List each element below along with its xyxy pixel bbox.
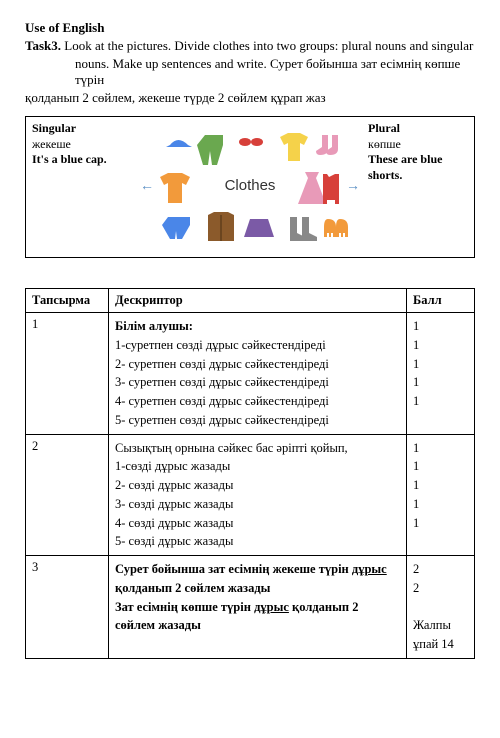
section-heading: Use of English <box>25 20 475 36</box>
score-line: 1 <box>413 439 468 458</box>
score-line: 1 <box>413 514 468 533</box>
clothes-label: Clothes <box>225 177 276 194</box>
task-text-1: Look at the pictures. Divide clothes int… <box>64 38 473 53</box>
task-num-2: 2 <box>26 434 109 556</box>
clothes-illustration: ← Clothes <box>138 117 362 257</box>
scores-2: 1 1 1 1 1 <box>407 434 475 556</box>
score-line: 1 <box>413 476 468 495</box>
task-num-3: 3 <box>26 556 109 659</box>
table-row: 3 Сурет бойынша зат есімнің жекеше түрін… <box>26 556 475 659</box>
desc-line: 5- сөзді дұрыс жазады <box>115 532 400 551</box>
score-line: 1 <box>413 355 468 374</box>
desc-line: 1-сөзді дұрыс жазады <box>115 457 400 476</box>
clothes-box: Singular жекеше It's a blue cap. ← Cloth… <box>25 116 475 258</box>
score-line: 1 <box>413 392 468 411</box>
task-text-2: nouns. Make up sentences and write. Суре… <box>25 56 475 88</box>
desc-line: 3- сөзді дұрыс жазады <box>115 495 400 514</box>
header-desc: Дескриптор <box>109 289 407 313</box>
desc-1: Білім алушы: 1-суретпен сөзді дұрыс сәйк… <box>109 313 407 435</box>
plural-title: Plural <box>368 121 468 137</box>
score-line: 1 <box>413 373 468 392</box>
clothes-icon-group: Clothes <box>150 127 350 247</box>
desc-line: Сызықтың орнына сәйкес бас әріпті қойып, <box>115 439 400 458</box>
rubric-table: Тапсырма Дескриптор Балл 1 Білім алушы: … <box>25 288 475 659</box>
header-score: Балл <box>407 289 475 313</box>
task-num-1: 1 <box>26 313 109 435</box>
desc-3: Сурет бойынша зат есімнің жекеше түрін д… <box>109 556 407 659</box>
desc-line: Сурет бойынша зат есімнің жекеше түрін д… <box>115 560 400 635</box>
arrow-left-icon: ← <box>140 179 154 195</box>
singular-title: Singular <box>32 121 132 137</box>
desc-line: 4- суретпен сөзді дұрыс сәйкестендіреді <box>115 392 400 411</box>
plural-example: These are blue shorts. <box>368 152 468 183</box>
desc-line: Білім алушы: <box>115 317 400 336</box>
table-row: 1 Білім алушы: 1-суретпен сөзді дұрыс сә… <box>26 313 475 435</box>
task-text-3: қолданып 2 сөйлем, жекеше түрде 2 сөйлем… <box>25 90 475 106</box>
score-line: 2 <box>413 579 468 598</box>
desc-line: 4- сөзді дұрыс жазады <box>115 514 400 533</box>
table-header-row: Тапсырма Дескриптор Балл <box>26 289 475 313</box>
singular-column: Singular жекеше It's a blue cap. <box>26 117 138 257</box>
arrow-right-icon: → <box>346 179 360 195</box>
desc-line: 5- суретпен сөзді дұрыс сәйкестендіреді <box>115 411 400 430</box>
task-line-1: Task3. Look at the pictures. Divide clot… <box>25 38 475 54</box>
scores-1: 1 1 1 1 1 <box>407 313 475 435</box>
score-line: 2 <box>413 560 468 579</box>
scores-3: 2 2 Жалпы ұпай 14 <box>407 556 475 659</box>
desc-line: 3- суретпен сөзді дұрыс сәйкестендіреді <box>115 373 400 392</box>
desc-line: 1-суретпен сөзді дұрыс сәйкестендіреді <box>115 336 400 355</box>
table-row: 2 Сызықтың орнына сәйкес бас әріпті қойы… <box>26 434 475 556</box>
plural-sub: көпше <box>368 137 468 153</box>
singular-example: It's a blue cap. <box>32 152 132 168</box>
score-line: 1 <box>413 495 468 514</box>
total-label: Жалпы ұпай 14 <box>413 616 468 654</box>
plural-column: Plural көпше These are blue shorts. <box>362 117 474 257</box>
desc-line: 2- суретпен сөзді дұрыс сәйкестендіреді <box>115 355 400 374</box>
task-label: Task3. <box>25 38 61 53</box>
score-line: 1 <box>413 317 468 336</box>
score-line: 1 <box>413 336 468 355</box>
desc-2: Сызықтың орнына сәйкес бас әріпті қойып,… <box>109 434 407 556</box>
singular-sub: жекеше <box>32 137 132 153</box>
header-task: Тапсырма <box>26 289 109 313</box>
score-line: 1 <box>413 457 468 476</box>
desc-line: 2- сөзді дұрыс жазады <box>115 476 400 495</box>
